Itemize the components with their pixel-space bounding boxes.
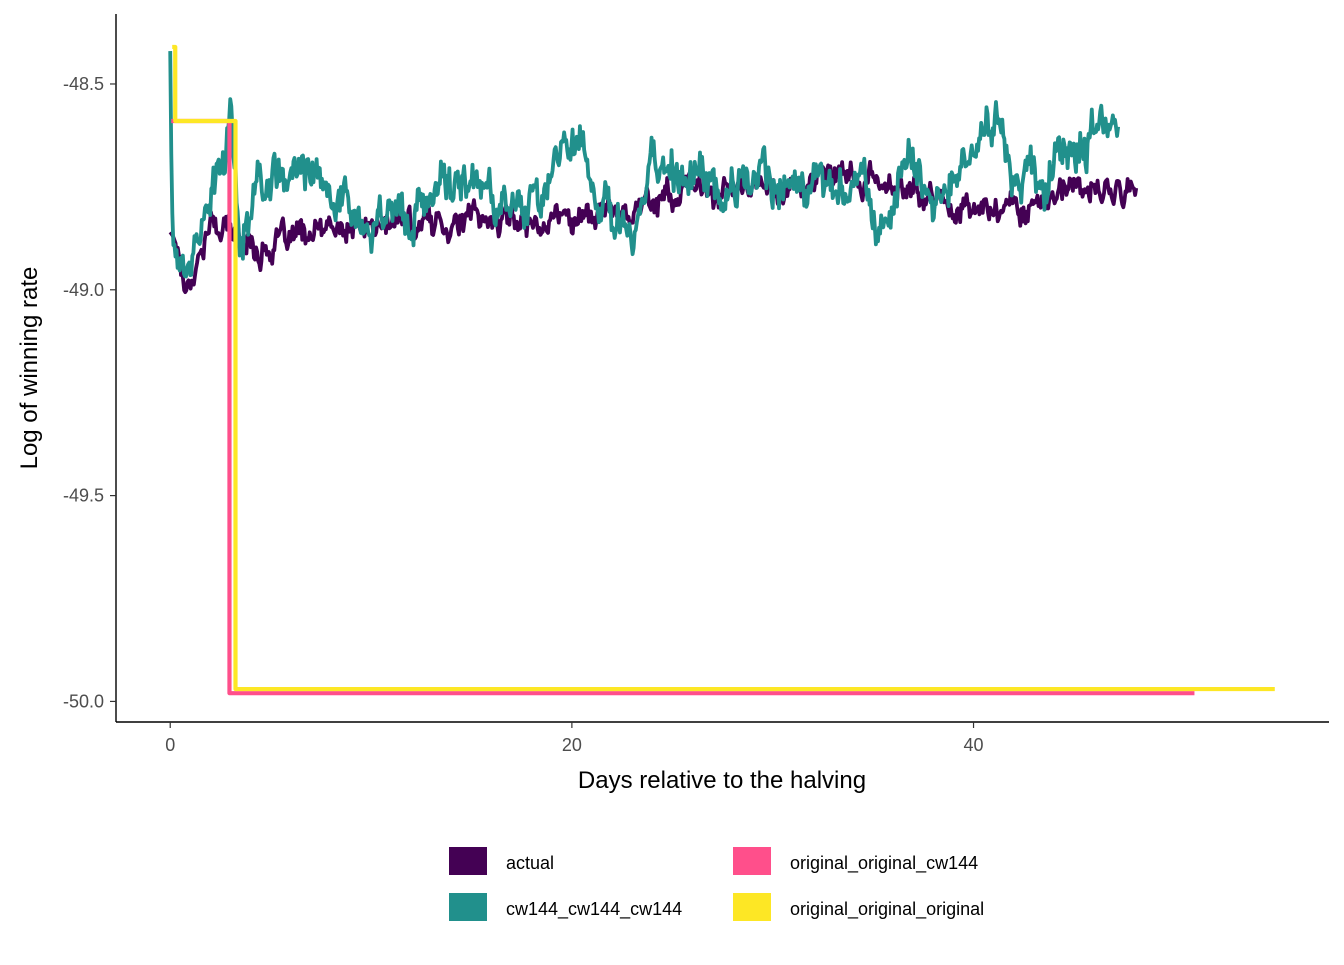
y-tick-label: -48.5 [63,74,104,94]
x-axis-title: Days relative to the halving [578,767,866,794]
legend-label-original-original-cw144: original_original_cw144 [790,853,978,874]
series-line-actual [168,160,1139,295]
y-tick-label: -49.0 [63,280,104,300]
legend-label-actual: actual [506,853,554,873]
y-axis-ticks: -48.5 -49.0 -49.5 -50.0 [63,74,116,711]
x-tick-label: 0 [165,735,175,755]
y-axis-title: Log of winning rate [16,267,43,470]
legend-label-original-original-original: original_original_original [790,899,984,920]
legend-swatch-original-original-original [733,893,771,921]
x-tick-label: 40 [964,735,984,755]
legend-swatch-original-original-cw144 [733,847,771,875]
series-line-cw144-cw144-cw144 [168,51,1121,279]
series-line-original-original-original [172,44,1275,692]
y-tick-label: -49.5 [63,486,104,506]
legend-swatch-actual [449,847,487,875]
legend: actual cw144_cw144_cw144 original_origin… [449,847,984,921]
x-tick-label: 20 [562,735,582,755]
y-tick-label: -50.0 [63,691,104,711]
x-axis-ticks: 0 20 40 [165,722,984,755]
plot-area [168,44,1275,696]
legend-label-cw144: cw144_cw144_cw144 [506,899,682,920]
legend-swatch-cw144 [449,893,487,921]
